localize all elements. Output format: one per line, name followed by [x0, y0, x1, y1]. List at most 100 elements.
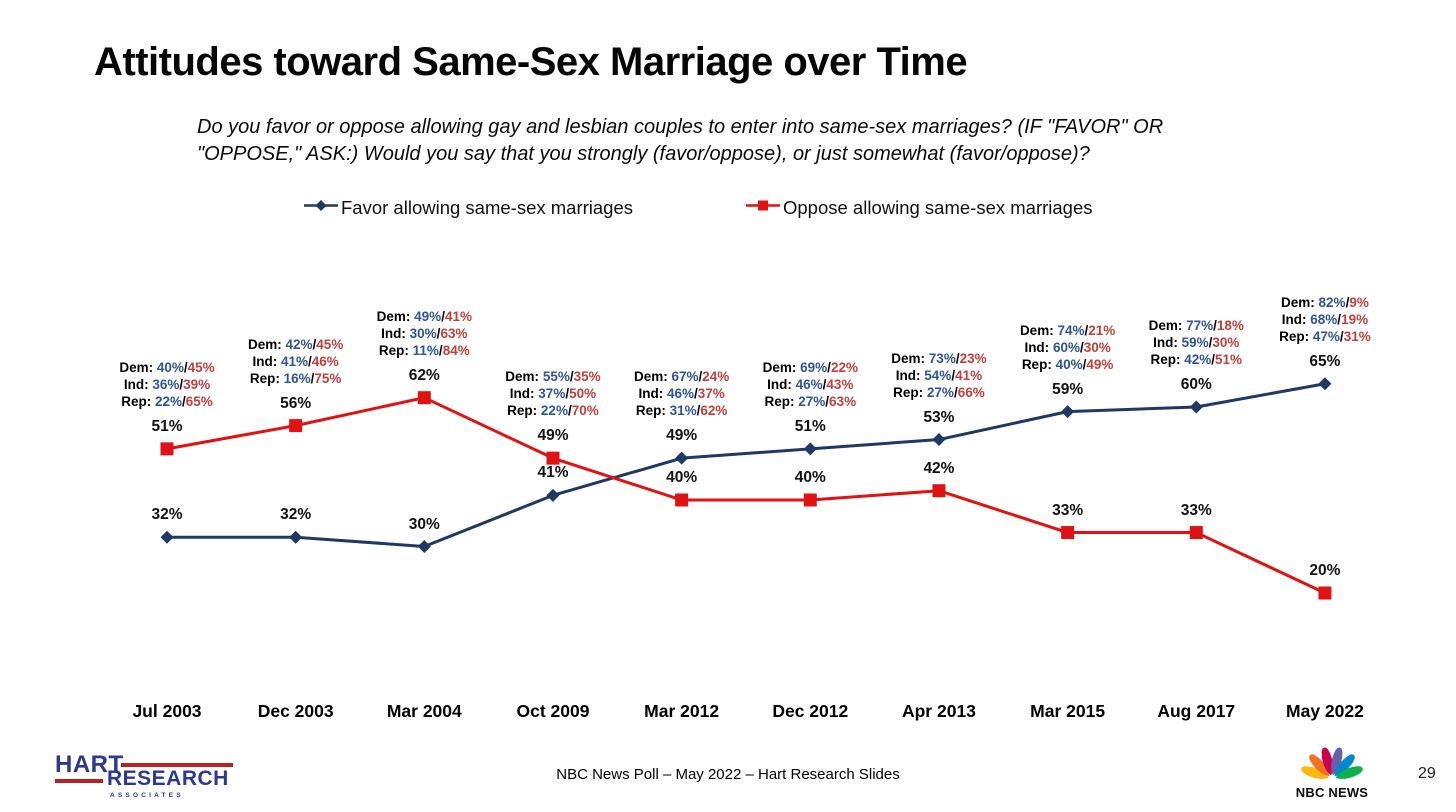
- data-point-marker-oppose: [803, 493, 817, 507]
- data-point-marker-favor: [1189, 400, 1203, 414]
- peacock-feather: [1321, 747, 1333, 776]
- party-row: Ind: 46%/43%: [767, 376, 854, 392]
- party-row: Ind: 68%/19%: [1281, 311, 1369, 327]
- party-breakdown-dec-2003: Dem: 42%/45% Ind: 41%/46% Rep: 16%/75%: [211, 336, 381, 387]
- party-breakdown-dec-2012: Dem: 69%/22% Ind: 46%/43% Rep: 27%/63%: [725, 359, 895, 410]
- party-breakdown-may-2022: Dem: 82%/9% Ind: 68%/19% Rep: 47%/31%: [1240, 294, 1410, 345]
- data-point-marker-favor: [546, 488, 560, 502]
- x-axis-label: May 2022: [1286, 701, 1364, 721]
- value-label-oppose: 20%: [1309, 562, 1341, 579]
- party-row: Rep: 40%/49%: [1021, 356, 1114, 372]
- value-label-favor: 32%: [151, 506, 183, 524]
- x-axis-label: Mar 2012: [644, 701, 720, 721]
- legend-item-oppose: Oppose allowing same-sex marriages: [745, 197, 1093, 219]
- party-row: Dem: 40%/45%: [119, 359, 215, 375]
- party-breakdown-oct-2009: Dem: 55%/35% Ind: 37%/50% Rep: 22%/70%: [468, 368, 638, 419]
- survey-question-line2: "OPPOSE," ASK:) Would you say that you s…: [197, 143, 1090, 165]
- party-row: Dem: 69%/22%: [762, 359, 858, 375]
- value-label-favor: 53%: [923, 408, 955, 426]
- party-row: Dem: 73%/23%: [891, 350, 987, 366]
- data-point-marker-oppose: [289, 419, 303, 433]
- legend-item-favor: Favor allowing same-sex marriages: [303, 197, 633, 219]
- party-row: Dem: 82%/9%: [1281, 294, 1369, 310]
- party-row: Rep: 27%/66%: [893, 384, 985, 400]
- peacock-feather: [1331, 747, 1343, 776]
- data-point-marker-favor: [932, 433, 946, 447]
- x-axis-label: Dec 2012: [772, 701, 849, 721]
- favor-line-marker-icon: [303, 198, 339, 218]
- party-row: Ind: 54%/41%: [895, 367, 983, 383]
- data-point-marker-favor: [160, 530, 174, 544]
- party-breakdown-jul-2003: Dem: 40%/45% Ind: 36%/39% Rep: 22%/65%: [82, 359, 252, 410]
- party-breakdown-mar-2004: Dem: 49%/41% Ind: 30%/63% Rep: 11%/84%: [339, 308, 509, 359]
- party-row: Rep: 22%/70%: [507, 403, 599, 419]
- party-breakdown-mar-2012: Dem: 67%/24% Ind: 46%/37% Rep: 31%/62%: [597, 368, 767, 419]
- party-row: Ind: 36%/39%: [123, 376, 211, 392]
- x-axis-label: Aug 2017: [1157, 701, 1236, 721]
- data-point-marker-oppose: [1189, 526, 1203, 540]
- hart-logo-rule-bottom: [55, 779, 103, 783]
- data-point-marker-favor: [675, 451, 689, 465]
- x-axis-label: Oct 2009: [516, 701, 590, 721]
- data-point-marker-favor: [1318, 377, 1332, 391]
- party-breakdown-aug-2017: Dem: 77%/18% Ind: 59%/30% Rep: 42%/51%: [1111, 317, 1281, 368]
- value-label-oppose: 33%: [1052, 501, 1084, 519]
- peacock-feather: [1335, 766, 1363, 779]
- value-label-favor: 51%: [794, 417, 826, 435]
- party-row: Rep: 27%/63%: [764, 393, 857, 409]
- hart-logo-word: ASSOCIATES: [110, 792, 184, 799]
- party-breakdown-apr-2013: Dem: 73%/23% Ind: 54%/41% Rep: 27%/66%: [854, 350, 1024, 401]
- value-label-oppose: 33%: [1180, 501, 1212, 519]
- data-point-marker-favor: [803, 442, 817, 456]
- data-point-marker-oppose: [417, 391, 431, 405]
- data-point-marker-oppose: [675, 493, 689, 507]
- legend-label-oppose: Oppose allowing same-sex marriages: [783, 197, 1093, 218]
- survey-question: Do you favor or oppose allowing gay and …: [197, 114, 1163, 168]
- data-point-marker-oppose: [1061, 526, 1075, 540]
- data-point-marker-oppose: [1318, 586, 1332, 600]
- value-label-oppose: 51%: [151, 417, 183, 435]
- party-row: Ind: 37%/50%: [509, 386, 597, 402]
- party-row: Dem: 55%/35%: [505, 369, 601, 385]
- value-label-favor: 65%: [1309, 352, 1341, 370]
- source-note: NBC News Poll – May 2022 – Hart Research…: [556, 766, 900, 783]
- party-row: Rep: 47%/31%: [1279, 328, 1371, 344]
- x-axis-label: Mar 2015: [1030, 701, 1106, 721]
- party-breakdown-mar-2015: Dem: 74%/21% Ind: 60%/30% Rep: 40%/49%: [983, 322, 1153, 373]
- value-label-favor: 41%: [537, 464, 569, 482]
- peacock-feather: [1301, 766, 1329, 779]
- data-point-marker-oppose: [160, 442, 174, 456]
- value-label-favor: 49%: [666, 427, 698, 445]
- party-row: Ind: 30%/63%: [381, 325, 468, 341]
- party-row: Dem: 77%/18%: [1148, 318, 1244, 333]
- party-row: Dem: 42%/45%: [247, 336, 344, 352]
- party-row: Rep: 22%/65%: [121, 393, 213, 409]
- data-point-marker-oppose: [932, 484, 946, 498]
- party-row: Dem: 49%/41%: [376, 308, 472, 324]
- value-label-favor: 60%: [1180, 376, 1212, 393]
- party-row: Rep: 11%/84%: [378, 342, 470, 358]
- party-row: Rep: 42%/51%: [1150, 352, 1243, 367]
- party-row: Rep: 31%/62%: [635, 403, 728, 419]
- value-label-oppose: 56%: [280, 394, 312, 412]
- data-point-marker-favor: [1061, 405, 1075, 419]
- value-label-oppose: 40%: [794, 469, 826, 486]
- value-label-favor: 32%: [280, 506, 312, 524]
- party-row: Ind: 59%/30%: [1153, 335, 1240, 350]
- value-label-favor: 59%: [1052, 380, 1084, 398]
- survey-question-line1: Do you favor or oppose allowing gay and …: [197, 116, 1164, 138]
- party-row: Ind: 46%/37%: [638, 386, 725, 402]
- series-line-oppose: [166, 396, 1326, 595]
- hart-research-logo: HART RESEARCH ASSOCIATES: [50, 751, 260, 801]
- x-axis-label: Apr 2013: [901, 701, 976, 721]
- nbc-news-logo: NBC NEWS: [1294, 742, 1370, 802]
- value-label-oppose: 62%: [408, 366, 440, 384]
- hart-logo-word: RESEARCH: [107, 767, 229, 790]
- value-label-favor: 30%: [408, 515, 440, 533]
- hart-logo-word: HART: [55, 751, 124, 778]
- page-title: Attitudes toward Same-Sex Marriage over …: [94, 40, 968, 84]
- party-row: Ind: 60%/30%: [1024, 339, 1111, 355]
- value-label-oppose: 42%: [923, 459, 955, 477]
